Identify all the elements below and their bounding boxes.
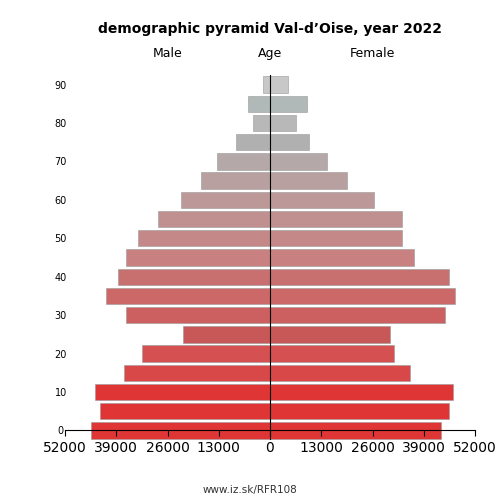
Bar: [201, 172, 270, 189]
Bar: [118, 268, 270, 285]
Bar: [126, 250, 270, 266]
Bar: [142, 346, 270, 362]
Bar: [270, 76, 287, 93]
Bar: [270, 96, 308, 112]
Bar: [217, 154, 270, 170]
Bar: [184, 326, 270, 342]
Bar: [270, 192, 374, 208]
Text: Age: Age: [258, 46, 282, 60]
Bar: [270, 115, 295, 131]
Bar: [270, 288, 456, 304]
Text: Male: Male: [152, 46, 182, 60]
Bar: [254, 115, 270, 131]
Bar: [270, 346, 394, 362]
Bar: [138, 230, 270, 246]
Bar: [248, 96, 270, 112]
Bar: [270, 326, 390, 342]
Text: www.iz.sk/RFR108: www.iz.sk/RFR108: [202, 485, 298, 495]
Bar: [270, 172, 347, 189]
Bar: [270, 154, 327, 170]
Bar: [270, 250, 414, 266]
Bar: [263, 76, 270, 93]
Bar: [126, 307, 270, 324]
Bar: [106, 288, 270, 304]
Bar: [182, 192, 270, 208]
Bar: [158, 211, 270, 227]
Bar: [90, 422, 270, 438]
Bar: [94, 384, 270, 400]
Bar: [270, 364, 410, 381]
Bar: [100, 403, 270, 419]
Bar: [270, 422, 442, 438]
Bar: [270, 211, 402, 227]
Text: Female: Female: [350, 46, 395, 60]
Bar: [270, 268, 450, 285]
Bar: [124, 364, 270, 381]
Title: demographic pyramid Val-d’Oise, year 2022: demographic pyramid Val-d’Oise, year 202…: [98, 22, 442, 36]
Bar: [236, 134, 270, 150]
Bar: [270, 230, 402, 246]
Bar: [270, 384, 454, 400]
Bar: [270, 134, 310, 150]
Bar: [270, 307, 446, 324]
Bar: [270, 403, 450, 419]
